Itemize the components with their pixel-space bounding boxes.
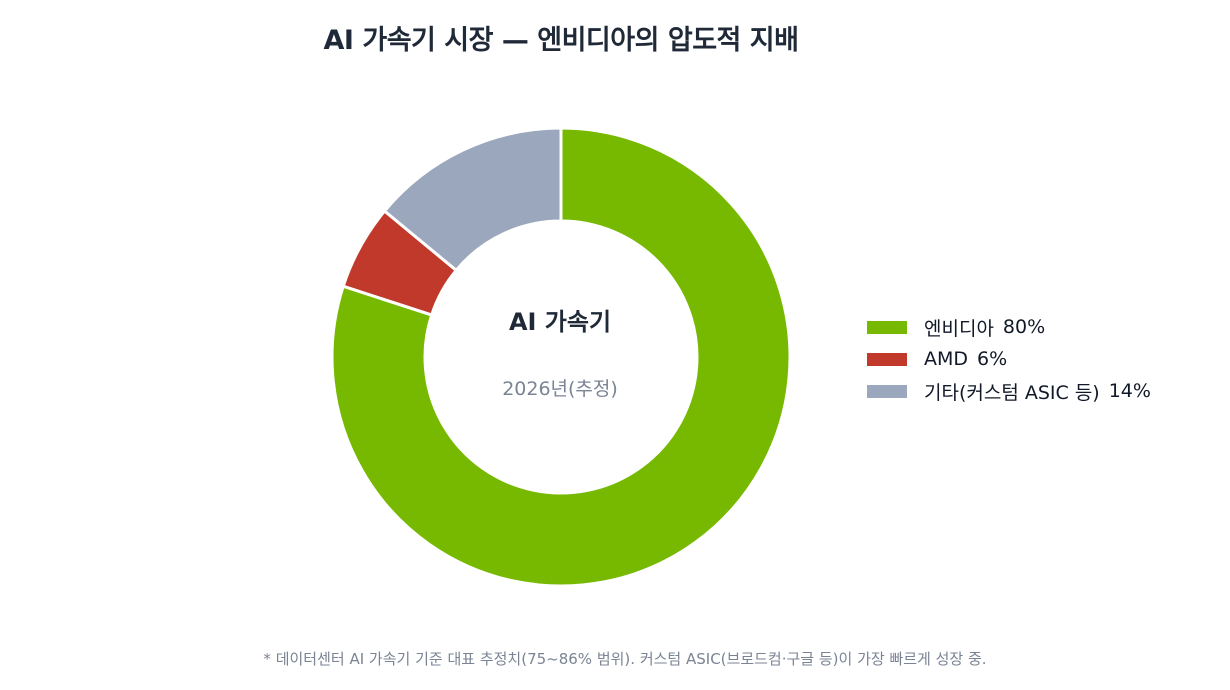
donut-center-subtitle: 2026년(추정) bbox=[502, 378, 618, 400]
legend-label: 기타(커스텀 ASIC 등) bbox=[924, 381, 1100, 404]
legend: 엔비디아 80% AMD 6% 기타(커스텀 ASIC 등) 14% bbox=[867, 311, 1151, 407]
legend-item-others: 기타(커스텀 ASIC 등) 14% bbox=[867, 375, 1151, 407]
legend-swatch bbox=[867, 352, 907, 366]
legend-value: 14% bbox=[1108, 380, 1151, 402]
legend-item-nvidia: 엔비디아 80% bbox=[867, 311, 1151, 343]
legend-label: 엔비디아 bbox=[924, 317, 994, 340]
chart-title: AI 가속기 시장 — 엔비디아의 압도적 지배 bbox=[323, 25, 799, 56]
legend-item-amd: AMD 6% bbox=[867, 343, 1151, 375]
donut-slice-others bbox=[383, 126, 563, 272]
legend-value: 6% bbox=[977, 348, 1008, 370]
footnote: * 데이터센터 AI 가속기 기준 대표 추정치(75~86% 범위). 커스텀… bbox=[263, 650, 987, 668]
legend-swatch bbox=[867, 384, 907, 398]
legend-label: AMD bbox=[924, 348, 969, 370]
legend-swatch bbox=[867, 320, 907, 334]
legend-value: 80% bbox=[1002, 316, 1046, 338]
donut-center-title: AI 가속기 bbox=[508, 308, 612, 336]
donut-slice-nvidia bbox=[330, 126, 792, 588]
